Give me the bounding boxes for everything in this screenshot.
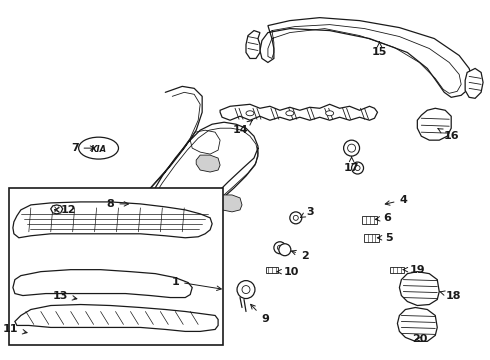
Text: 3: 3 <box>300 207 314 217</box>
Text: 1: 1 <box>172 276 221 291</box>
Polygon shape <box>362 216 377 224</box>
Text: 16: 16 <box>438 129 459 141</box>
Circle shape <box>135 201 142 207</box>
Ellipse shape <box>78 137 119 159</box>
Circle shape <box>290 212 302 224</box>
Text: 15: 15 <box>372 42 387 58</box>
Circle shape <box>355 166 360 171</box>
Bar <box>9 188 223 345</box>
Ellipse shape <box>246 111 254 116</box>
Polygon shape <box>260 18 472 97</box>
Text: 9: 9 <box>251 304 269 324</box>
Circle shape <box>277 245 282 250</box>
Polygon shape <box>391 267 404 273</box>
Text: 12: 12 <box>55 205 76 215</box>
Text: KIA: KIA <box>91 145 107 154</box>
Circle shape <box>131 197 146 211</box>
Circle shape <box>294 215 298 220</box>
Polygon shape <box>465 68 483 98</box>
Text: 7: 7 <box>71 143 95 153</box>
Circle shape <box>343 140 360 156</box>
Text: 2: 2 <box>292 251 309 261</box>
Text: 14: 14 <box>232 121 252 135</box>
Ellipse shape <box>326 111 334 116</box>
Polygon shape <box>266 267 278 273</box>
Text: 18: 18 <box>440 291 461 301</box>
Circle shape <box>242 285 250 293</box>
Text: 10: 10 <box>277 267 299 276</box>
Polygon shape <box>364 234 379 242</box>
Text: 19: 19 <box>403 265 425 275</box>
Circle shape <box>279 244 291 256</box>
Circle shape <box>237 280 255 298</box>
Polygon shape <box>13 270 192 298</box>
Circle shape <box>347 144 356 152</box>
Text: 11: 11 <box>3 324 27 334</box>
Text: 6: 6 <box>375 213 392 223</box>
Polygon shape <box>399 272 439 306</box>
Polygon shape <box>218 195 242 212</box>
Circle shape <box>352 162 364 174</box>
Polygon shape <box>51 205 63 214</box>
Polygon shape <box>397 307 437 341</box>
Polygon shape <box>15 305 218 332</box>
Text: 20: 20 <box>412 334 427 345</box>
Text: 13: 13 <box>53 291 77 301</box>
Polygon shape <box>13 202 212 238</box>
Polygon shape <box>246 31 260 58</box>
Polygon shape <box>196 155 220 172</box>
Polygon shape <box>417 108 451 140</box>
Polygon shape <box>220 104 377 120</box>
Text: 5: 5 <box>377 233 393 243</box>
Text: 4: 4 <box>385 195 407 205</box>
Circle shape <box>274 242 286 254</box>
Text: 17: 17 <box>344 157 359 173</box>
Text: 8: 8 <box>107 199 128 209</box>
Ellipse shape <box>286 111 294 116</box>
